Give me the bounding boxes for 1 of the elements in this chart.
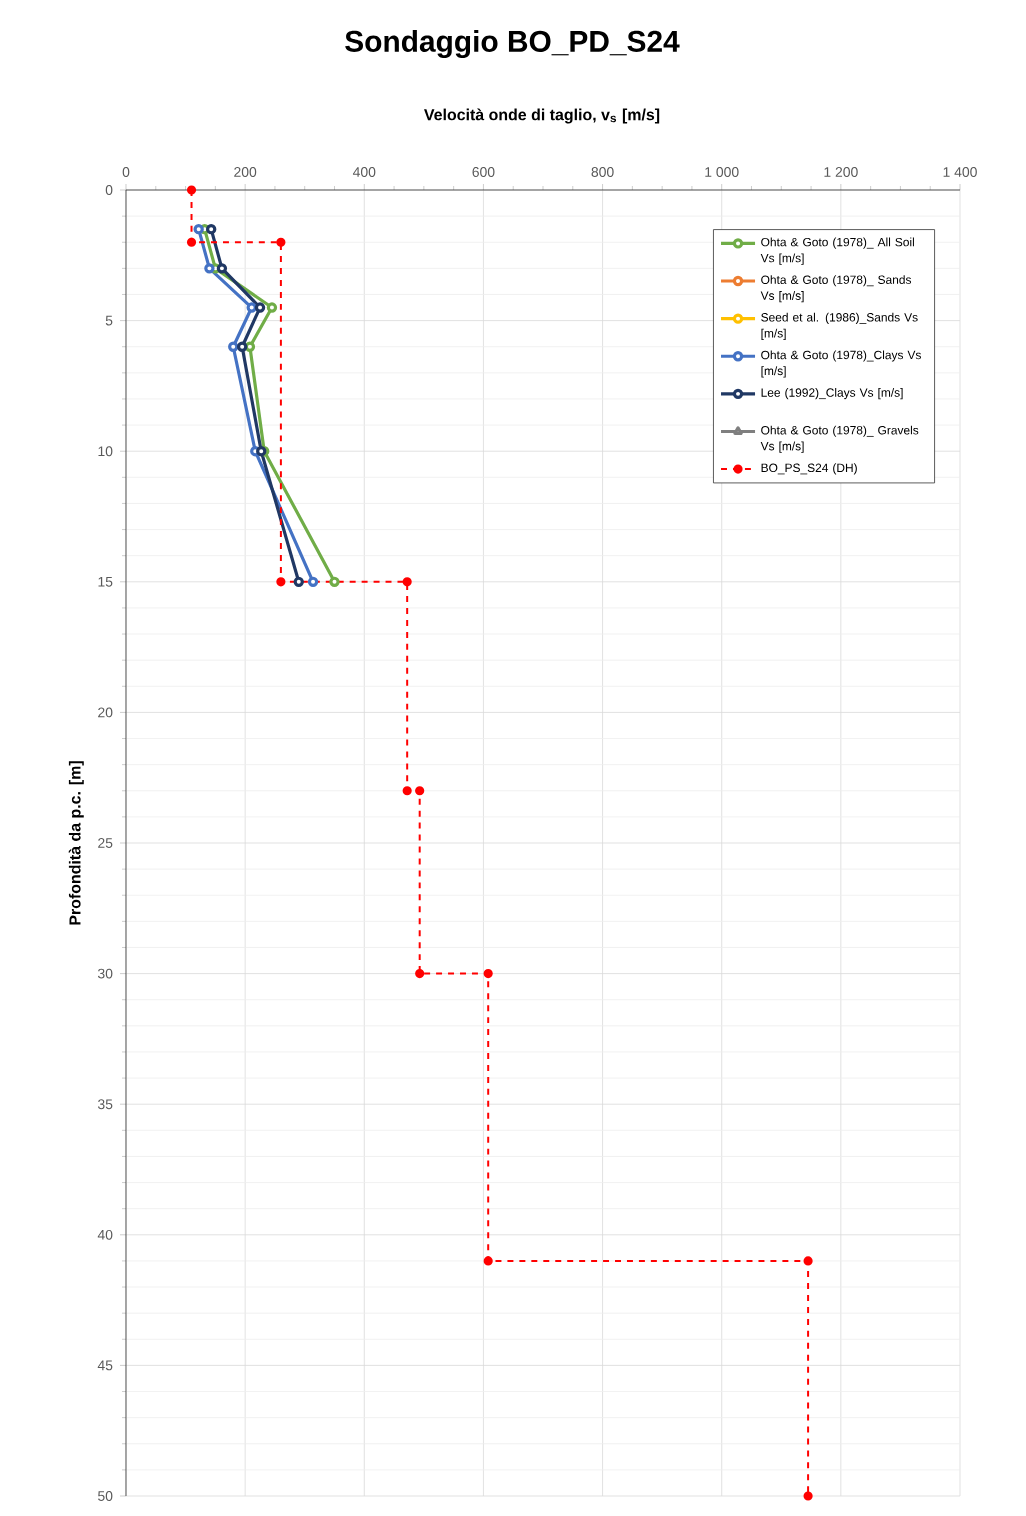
chart-title: Sondaggio BO_PD_S24: [345, 30, 680, 58]
